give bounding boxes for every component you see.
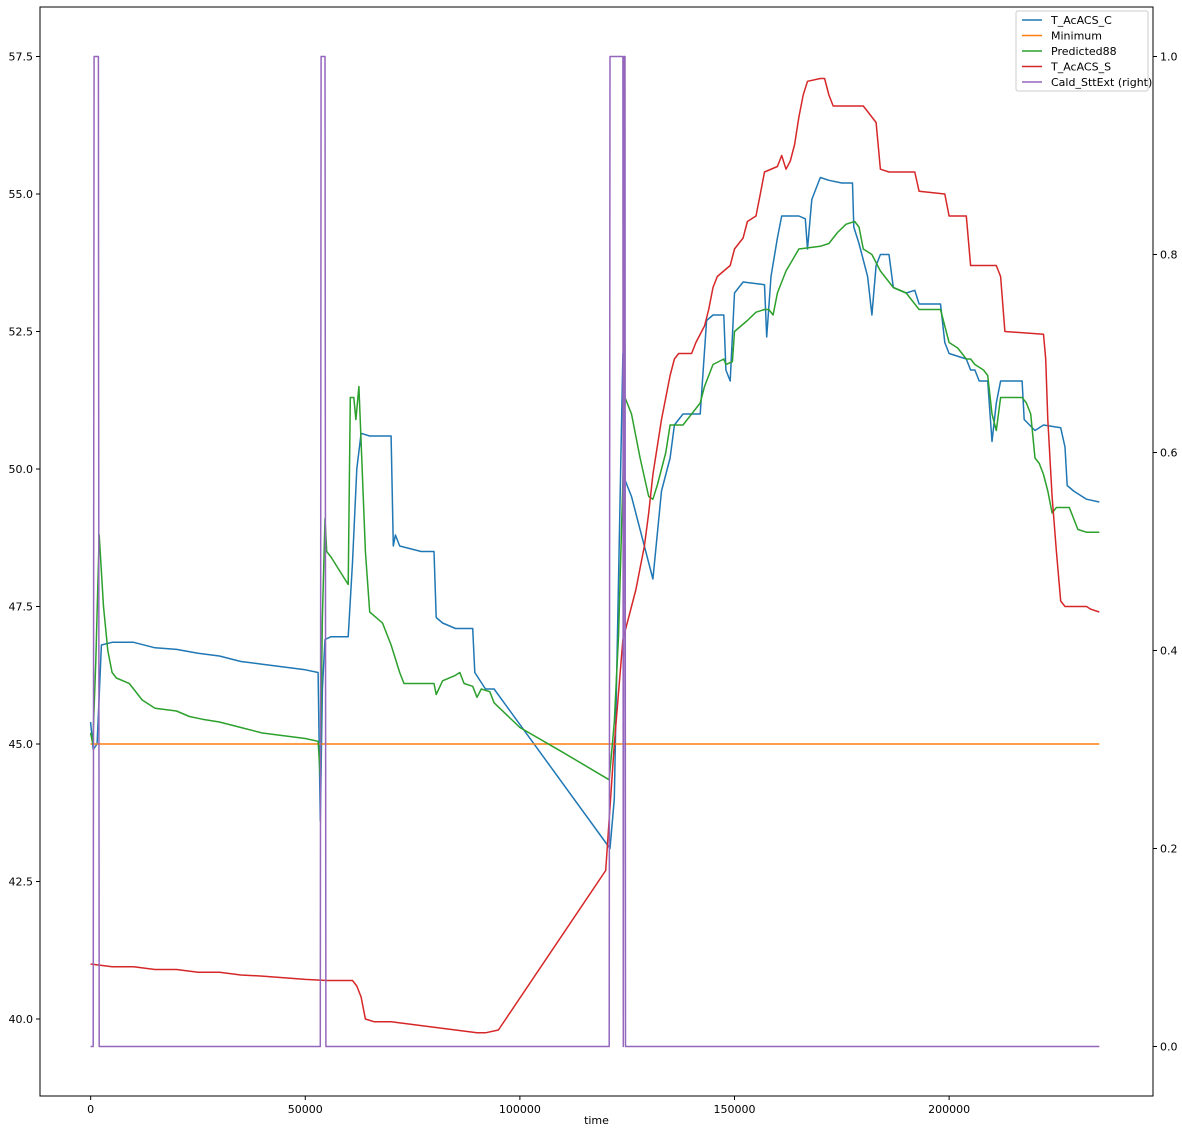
y-right-tick-label: 0.6	[1160, 447, 1178, 460]
legend-label: Cald_SttExt (right)	[1051, 76, 1152, 89]
series-line-0	[89, 176, 1100, 850]
legend-label: Minimum	[1051, 30, 1102, 43]
legend: T_AcACS_C Minimum Predicted88 T_AcACS_S Cald…	[1015, 10, 1152, 92]
y-left-tick-label: 50.0	[9, 463, 34, 476]
x-tick-label: 200000	[928, 1103, 970, 1116]
y-left-tick-label: 40.0	[9, 1013, 34, 1026]
x-tick-label: 50000	[288, 1103, 323, 1116]
y-right-tick-label: 1.0	[1160, 51, 1178, 64]
y-left-tick-label: 47.5	[9, 601, 34, 614]
series-layer	[89, 55, 1100, 1048]
left-axis: 40.0 42.5 45.0 47.5 50.0 52.5 55.0 57.5	[9, 51, 40, 1026]
y-right-tick-label: 0.8	[1160, 249, 1178, 262]
legend-frame	[1015, 10, 1149, 92]
y-left-tick-label: 52.5	[9, 326, 34, 339]
x-tick-label: 150000	[713, 1103, 755, 1116]
plot-area	[39, 6, 1154, 1097]
y-left-tick-label: 57.5	[9, 51, 34, 64]
y-right-tick-label: 0.4	[1160, 645, 1178, 658]
y-left-tick-label: 42.5	[9, 876, 34, 889]
series-line-4	[90, 55, 1100, 1048]
x-tick-label: 100000	[499, 1103, 541, 1116]
y-left-tick-label: 55.0	[9, 188, 34, 201]
legend-label: Predicted88	[1051, 45, 1117, 58]
legend-label: T_AcACS_C	[1050, 14, 1112, 27]
series-line-3	[90, 77, 1100, 1034]
y-right-tick-label: 0.0	[1160, 1041, 1178, 1054]
x-tick-label: 0	[87, 1103, 94, 1116]
x-axis-label: time	[584, 1114, 609, 1127]
y-left-tick-label: 45.0	[9, 738, 34, 751]
x-axis: 0 50000 100000 150000 200000	[87, 1096, 970, 1116]
y-right-tick-label: 0.2	[1160, 843, 1178, 856]
legend-label: T_AcACS_S	[1050, 61, 1111, 74]
right-axis: 0.0 0.2 0.4 0.6 0.8 1.0	[1153, 51, 1178, 1054]
